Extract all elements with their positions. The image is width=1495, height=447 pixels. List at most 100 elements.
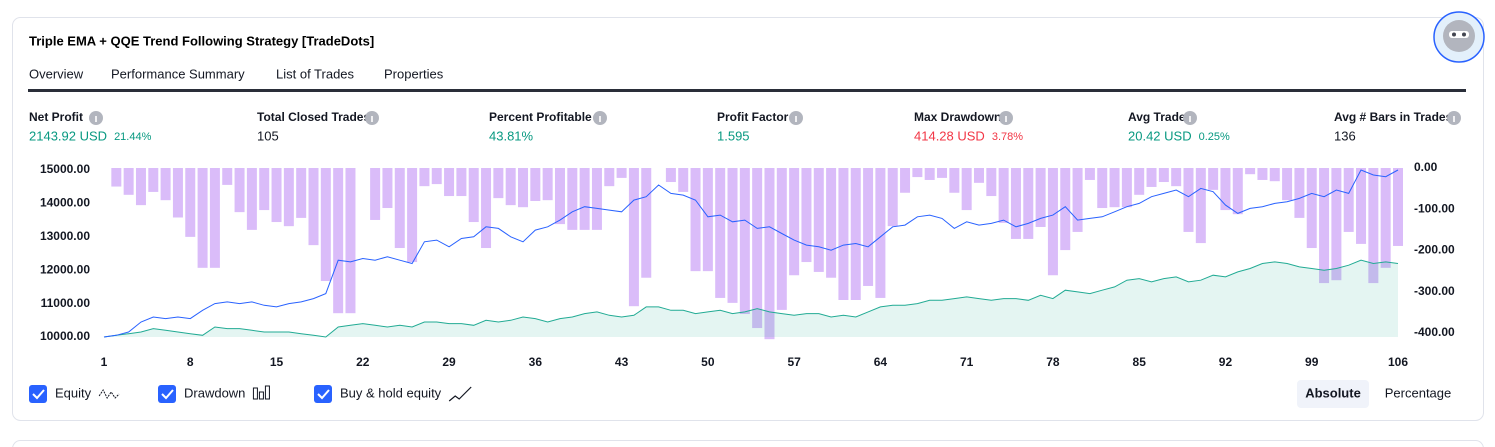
y2-tick-label: -300.00 (1414, 284, 1455, 298)
drawdown-bar (172, 168, 183, 218)
drawdown-bar (419, 168, 430, 187)
drawdown-bar (1158, 168, 1169, 183)
stat-label: Net Profit (29, 110, 83, 124)
checkbox[interactable] (158, 385, 176, 403)
drawdown-bar (271, 168, 282, 223)
drawdown-bar (813, 168, 824, 272)
info-icon (89, 111, 103, 125)
drawdown-bar (1084, 168, 1095, 180)
drawdown-bar (1010, 168, 1021, 239)
legend: Equity Drawdown Buy & hold equity (29, 385, 472, 403)
x-tick-label: 78 (1046, 355, 1060, 369)
stat-label: Profit Factor (717, 110, 789, 124)
drawdown-bar (912, 168, 923, 178)
tab-underline (28, 89, 1466, 92)
tab[interactable]: Properties (384, 66, 444, 81)
legend-item[interactable]: Equity (29, 385, 120, 403)
drawdown-bar (468, 168, 479, 223)
drawdown-bar (739, 168, 750, 315)
equity-line (103, 169, 1399, 338)
equity-chart: 10000.00 11000.00 12000.00 13000.00 14000.00… (40, 160, 1455, 369)
drawdown-bar (444, 168, 455, 197)
info-icon (365, 111, 379, 125)
stat-label: Percent Profitable (489, 110, 592, 124)
legend-label: Drawdown (184, 385, 245, 400)
drawdown-bar (382, 168, 393, 209)
stat-value: 2143.92 USD (29, 128, 107, 143)
drawdown-bar (1245, 168, 1256, 175)
info-glyph (1453, 116, 1455, 122)
drawdown-bar (690, 168, 701, 272)
drawdown-bar (628, 168, 639, 307)
drawdown-bar (1072, 168, 1083, 232)
y-tick-label: 12000.00 (40, 262, 90, 276)
legend-icon (448, 386, 472, 402)
x-tick-label: 43 (615, 355, 629, 369)
drawdown-bar (1380, 168, 1391, 268)
info-glyph (95, 116, 97, 122)
drawdown-bar (1232, 168, 1243, 215)
checkmark (317, 389, 330, 400)
info-glyph (599, 116, 601, 122)
drawdown-bar (949, 168, 960, 193)
drawdown-bar (579, 168, 590, 230)
tab[interactable]: Performance Summary (111, 66, 245, 81)
drawdown-bar (1331, 168, 1342, 281)
tab-bar: Overview Performance Summary List of Trade… (29, 66, 444, 81)
drawdown-bar (604, 168, 615, 187)
drawdown-bar (1393, 168, 1403, 246)
checkbox[interactable] (29, 385, 47, 403)
drawdown-bar (333, 168, 344, 314)
toggle-option[interactable]: Percentage (1385, 385, 1452, 400)
legend-label: Equity (55, 385, 92, 400)
drawdown-bar (259, 168, 270, 211)
drawdown-bar (665, 168, 676, 183)
drawdown-bar (826, 168, 837, 278)
legend-item[interactable]: Buy & hold equity (314, 385, 472, 403)
drawdown-bar (1121, 168, 1132, 208)
drawdown-bar (863, 168, 874, 286)
drawdown-bar (998, 168, 1009, 223)
x-tick-label: 8 (187, 355, 194, 369)
x-tick-label: 85 (1133, 355, 1147, 369)
x-tick-label: 29 (442, 355, 456, 369)
drawdown-bar (752, 168, 763, 329)
checkmark (161, 389, 174, 400)
drawdown-bar (135, 168, 146, 206)
drawdown-bar (554, 168, 565, 225)
y2-tick-label: -200.00 (1414, 243, 1455, 257)
drawdown-bar (986, 168, 997, 197)
avatar[interactable] (1433, 11, 1485, 63)
drawdown-bar (1035, 168, 1046, 227)
drawdown-bar (493, 168, 504, 199)
drawdown-bar (296, 168, 307, 218)
stat-value: 20.42 USD (1128, 128, 1192, 143)
drawdown-bar (1319, 168, 1330, 284)
drawdown-bar (283, 168, 294, 227)
drawdown-bar (1208, 168, 1219, 190)
legend-item[interactable]: Drawdown (158, 385, 270, 403)
y2-tick-label: -100.00 (1414, 201, 1455, 215)
drawdown-bar (530, 168, 541, 201)
stat-value: 136 (1334, 128, 1356, 143)
drawdown-bar (234, 168, 245, 213)
stat-percent: 21.44% (114, 131, 152, 143)
drawdown-bar (1356, 168, 1367, 244)
checkbox[interactable] (314, 385, 332, 403)
drawdown-bar (1109, 168, 1120, 208)
info-icon (1447, 111, 1461, 125)
drawdown-bar (370, 168, 381, 220)
tab[interactable]: Overview (29, 66, 84, 81)
tab[interactable]: List of Trades (276, 66, 355, 81)
drawdown-bar (246, 168, 257, 230)
x-tick-label: 50 (701, 355, 715, 369)
toggle-option[interactable]: Absolute (1305, 385, 1361, 400)
drawdown-bar (1171, 168, 1182, 187)
drawdown-bar (1134, 168, 1145, 195)
drawdown-bar (567, 168, 578, 230)
drawdown-bar (1183, 168, 1194, 232)
info-glyph (795, 116, 797, 122)
drawdown-bar (678, 168, 689, 192)
drawdown-bar (973, 168, 984, 183)
